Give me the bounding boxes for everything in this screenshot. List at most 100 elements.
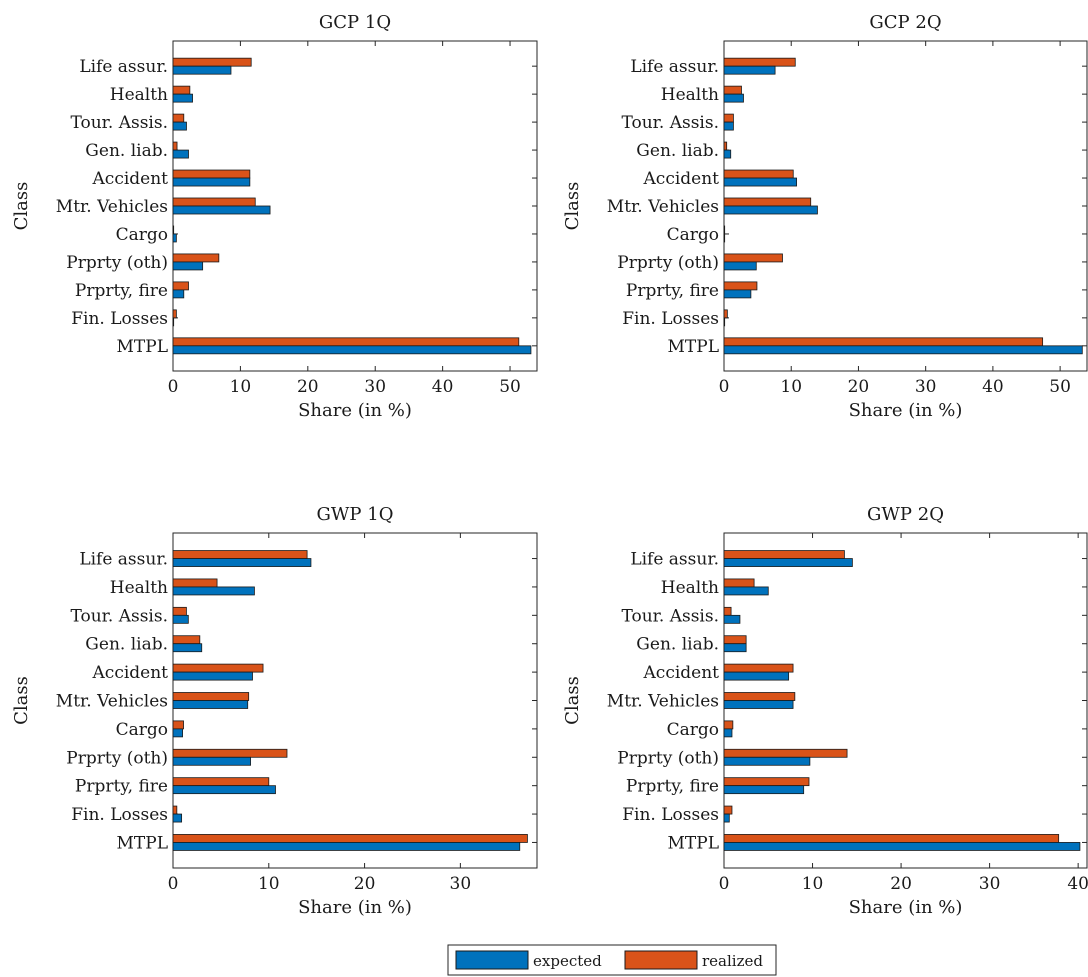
y-tick-label-accident: Accident [92, 663, 169, 683]
bar-expected-prprty-fire [723, 289, 752, 299]
x-axis-label: Share (in %) [298, 897, 412, 918]
bar-expected-accident [172, 177, 251, 187]
bar-realized-cargo [172, 720, 184, 730]
y-tick-label-tour-assis: Tour. Assis. [621, 113, 719, 133]
y-tick-label-accident: Accident [643, 169, 720, 189]
bar-expected-prprty-oth [723, 756, 811, 766]
chart-1: GCP 1Q 0 10 20 30 40 50 Share (in %) Class Life a… [11, 12, 538, 421]
bar-realized-cargo [172, 225, 175, 235]
bar-realized-life-assur [172, 550, 308, 559]
bar-realized-mtr-vehicles [723, 197, 812, 207]
bar-realized-health [172, 85, 191, 95]
bar-realized-gen-liab [172, 635, 201, 645]
bar-realized-mtr-vehicles [172, 197, 256, 207]
bar-expected-fin-losses [172, 317, 175, 327]
legend-label-expected: expected [533, 952, 602, 970]
x-tick-label: 30 [450, 874, 472, 894]
bar-expected-gen-liab [172, 643, 203, 653]
y-tick-label-mtr-vehicles: Mtr. Vehicles [607, 692, 719, 712]
legend-label-realized: realized [702, 952, 763, 970]
legend-swatch-expected [455, 950, 529, 970]
bar-expected-mtpl [723, 345, 1083, 355]
bar-expected-prprty-oth [172, 261, 204, 271]
x-tick-label: 0 [719, 874, 730, 894]
bar-realized-prprty-oth [723, 253, 783, 263]
bar-expected-prprty-oth [723, 261, 757, 271]
bar-realized-gen-liab [172, 141, 178, 151]
y-tick-label-gen-liab: Gen. liab. [85, 141, 168, 161]
y-tick-label-prprty-fire: Prprty, fire [75, 281, 168, 301]
bar-expected-health [723, 93, 744, 103]
y-tick-label-tour-assis: Tour. Assis. [70, 606, 168, 626]
x-axis-label: Share (in %) [298, 400, 412, 421]
y-tick-label-prprty-fire: Prprty, fire [626, 777, 719, 797]
bar-expected-health [172, 586, 255, 596]
chart-title: GWP 1Q [317, 504, 394, 525]
legend-box [447, 944, 777, 976]
y-tick-label-prprty-fire: Prprty, fire [626, 281, 719, 301]
y-tick-label-cargo: Cargo [667, 720, 719, 740]
bar-realized-health [172, 578, 218, 588]
y-tick-label-life-assur: Life assur. [630, 57, 719, 77]
x-axis-label: Share (in %) [849, 400, 963, 421]
bar-realized-accident [723, 169, 794, 179]
charts-container: GCP 1Q 0 10 20 30 40 50 Share (in %) Class Life a… [11, 12, 1088, 918]
bar-expected-prprty-oth [172, 756, 251, 766]
bar-realized-prprty-fire [723, 281, 758, 291]
bar-expected-gen-liab [723, 149, 732, 159]
bar-expected-life-assur [723, 558, 853, 567]
x-tick-label: 30 [915, 377, 937, 397]
y-tick-label-mtr-vehicles: Mtr. Vehicles [607, 197, 719, 217]
x-tick-label: 20 [354, 874, 376, 894]
y-axis-label: Class [562, 182, 583, 231]
y-tick-label-mtr-vehicles: Mtr. Vehicles [56, 692, 168, 712]
y-tick-label-health: Health [110, 85, 168, 105]
y-axis-label: Class [11, 182, 32, 231]
bar-expected-prprty-fire [172, 289, 185, 299]
bar-expected-gen-liab [723, 643, 747, 653]
y-tick-label-gen-liab: Gen. liab. [636, 635, 719, 655]
bar-expected-mtpl [172, 345, 532, 355]
y-tick-label-mtpl: MTPL [668, 337, 719, 357]
y-tick-label-mtpl: MTPL [117, 833, 168, 853]
bar-expected-mtr-vehicles [723, 205, 818, 215]
bar-realized-mtr-vehicles [172, 692, 250, 701]
y-tick-label-fin-losses: Fin. Losses [622, 309, 719, 329]
bar-expected-health [723, 586, 769, 596]
bar-realized-accident [723, 663, 794, 673]
y-tick-label-accident: Accident [92, 169, 169, 189]
y-tick-label-cargo: Cargo [667, 225, 719, 245]
y-tick-label-prprty-oth: Prprty (oth) [617, 253, 719, 273]
bar-realized-accident [172, 169, 251, 179]
y-tick-label-fin-losses: Fin. Losses [71, 805, 168, 825]
chart-4: GWP 2Q 0 10 20 30 40 Share (in %) Class Life ass… [562, 504, 1088, 918]
bar-realized-fin-losses [723, 805, 733, 815]
x-tick-label: 0 [168, 377, 179, 397]
bar-expected-prprty-fire [172, 785, 276, 795]
bar-realized-life-assur [723, 57, 796, 67]
bar-expected-cargo [172, 728, 183, 738]
bar-realized-prprty-fire [172, 281, 189, 291]
chart-title: GCP 1Q [319, 12, 391, 33]
bar-realized-accident [172, 663, 264, 673]
y-tick-label-cargo: Cargo [116, 225, 168, 245]
bar-realized-gen-liab [723, 635, 747, 645]
bar-expected-mtr-vehicles [723, 700, 794, 709]
bar-expected-tour-assis [172, 614, 189, 624]
y-tick-label-tour-assis: Tour. Assis. [621, 606, 719, 626]
x-tick-label: 0 [168, 874, 179, 894]
bar-expected-cargo [172, 233, 177, 243]
y-tick-label-life-assur: Life assur. [79, 57, 168, 77]
bar-realized-health [723, 85, 742, 95]
x-tick-label: 10 [230, 377, 252, 397]
chart-title: GWP 2Q [867, 504, 944, 525]
bar-expected-accident [723, 177, 797, 187]
bar-expected-tour-assis [723, 121, 734, 131]
bar-expected-fin-losses [723, 813, 730, 823]
bar-expected-cargo [723, 728, 733, 738]
x-tick-label: 30 [979, 874, 1001, 894]
y-tick-label-fin-losses: Fin. Losses [622, 805, 719, 825]
y-tick-label-mtpl: MTPL [668, 833, 719, 853]
x-tick-label: 20 [890, 874, 912, 894]
